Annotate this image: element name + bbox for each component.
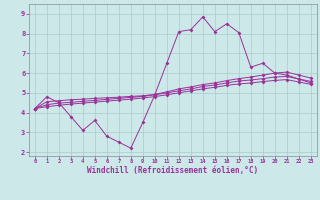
X-axis label: Windchill (Refroidissement éolien,°C): Windchill (Refroidissement éolien,°C) [87,166,258,175]
